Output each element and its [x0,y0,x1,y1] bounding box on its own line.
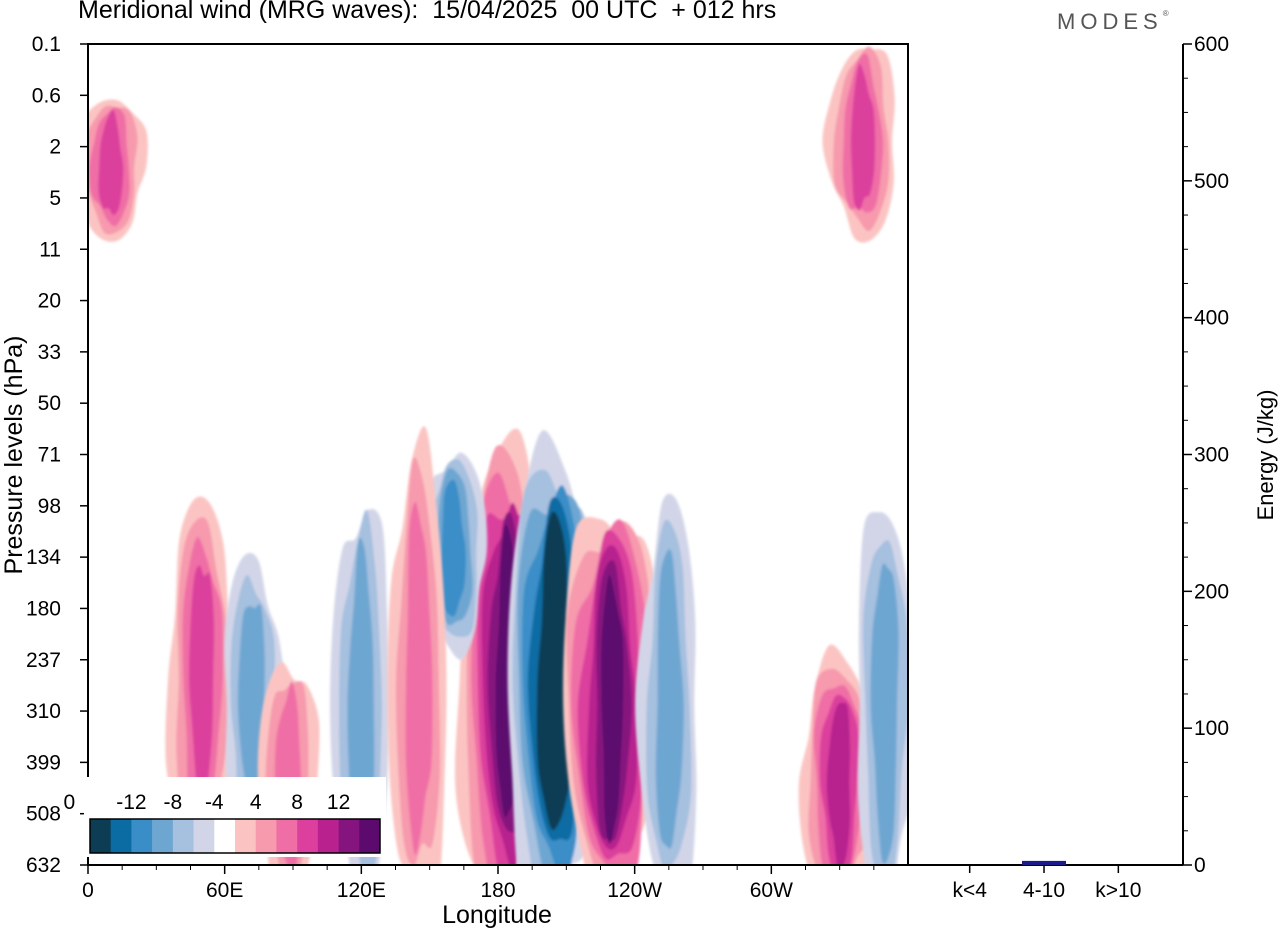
heatmap-field [88,46,908,865]
wind-anomaly-negative-lon-350 [857,512,908,865]
pressure-tick-label: 2 [49,136,61,159]
pressure-tick-label: 71 [38,444,61,467]
wind-anomaly-positive-lon-10 [88,99,148,242]
contour-fill [655,549,684,849]
colorbar-swatch [359,819,381,853]
energy-axis: 0 100 200 300 400 500 600 [1183,33,1229,877]
pressure-tick-label: 11 [39,238,61,261]
colorbar-tick-label: -4 [205,791,224,814]
wind-anomaly-negative-lon-255 [635,493,697,865]
colorbar-swatch [255,819,277,853]
energy-tick-label: 200 [1194,580,1229,603]
colorbar-swatch [193,819,215,853]
contour-fill [826,702,851,865]
colorbar-swatch [317,819,339,853]
longitude-tick-label: 60W [750,879,793,902]
energy-tick-label: 0 [1194,854,1206,877]
energy-bar-4-10 [1022,860,1067,865]
x-axis-label: Longitude [442,901,552,929]
energy-tick-label: 600 [1194,33,1229,56]
colorbar-swatch [131,819,153,853]
colorbar-swatch [214,819,236,853]
band-label: 4-10 [1023,879,1065,902]
band-label: k<4 [952,879,987,902]
pressure-tick-label: 98 [38,495,61,518]
pressure-tick-label: 632 [26,854,61,877]
colorbar-swatch [338,819,360,853]
pressure-tick-label: 33 [38,341,61,364]
wind-anomaly-positive-lon-340 [822,46,895,243]
y-axis-label: Pressure levels (hPa) [0,336,28,575]
contour-fill [405,501,433,856]
colorbar-swatch [90,819,112,853]
brand-registered-mark: ® [1162,9,1169,18]
contour-fill [347,537,375,841]
wind-anomaly-positive-lon-230 [563,517,665,865]
energy-axis-label: Energy (J/kg) [1253,390,1278,521]
colorbar-swatch [276,819,298,853]
longitude-tick-label: 60E [206,879,243,902]
colorbar-tick-label: 0 [63,791,75,814]
contour-fill [870,563,899,864]
colorbar-tick-label: 8 [291,791,303,814]
pressure-tick-label: 180 [26,597,61,620]
contour-fill [536,511,574,831]
pressure-tick-label: 50 [38,392,61,415]
contour-fill [601,574,624,844]
pressure-tick-label: 20 [38,290,61,313]
pressure-tick-label: 0.6 [32,84,61,107]
contour-fill [850,63,876,211]
energy-tick-label: 300 [1194,444,1229,467]
longitude-tick-label: 180 [480,879,515,902]
longitude-tick-label: 0 [82,879,94,902]
heatmap-panel: 0.1 0.6 2 5 11 20 33 50 71 98 134 180 237 310 399 508 63… [0,33,909,929]
pressure-tick-label: 5 [49,187,61,210]
longitude-axis: 0 60E 120E 180 120W 60W [82,865,875,902]
energy-tick-label: 100 [1194,717,1229,740]
colorbar-swatch [235,819,257,853]
contour-fill [98,109,124,216]
pressure-tick-label: 237 [26,649,61,672]
pressure-axis: 0.1 0.6 2 5 11 20 33 50 71 98 134 180 237 310 399 508 63… [26,33,88,877]
colorbar-swatch [172,819,194,853]
band-label: k>10 [1095,879,1141,902]
pressure-tick-label: 134 [26,546,61,569]
colorbar-tick-label: 12 [327,791,350,814]
colorbar-tick-label: -12 [116,791,146,814]
colorbar-legend: -12 -8 -4 0 4 8 12 [63,777,386,857]
colorbar-swatch [297,819,319,853]
contour-fill [188,565,215,818]
colorbar-tick-label: -8 [164,791,183,814]
pressure-tick-label: 310 [26,700,61,723]
wind-anomaly-negative-lon-120 [329,509,390,865]
longitude-tick-label: 120E [337,879,386,902]
colorbar-tick-label: 4 [250,791,262,814]
wind-anomaly-positive-lon-145 [387,426,447,865]
contour-fill [440,479,466,617]
energy-tick-label: 500 [1194,170,1229,193]
brand-text: MODES [1057,9,1163,34]
colorbar-swatch [152,819,174,853]
pressure-tick-label: 399 [26,751,61,774]
page-title: Meridional wind (MRG waves): 15/04/2025 … [78,0,777,24]
brand-logo: MODES® [1057,9,1169,35]
longitude-tick-label: 120W [607,879,662,902]
energy-tick-label: 400 [1194,307,1229,330]
wind-anomaly-positive-lon-50 [165,496,240,845]
pressure-tick-label: 0.1 [32,33,61,56]
pressure-tick-label: 508 [26,803,61,826]
colorbar-frame [89,818,381,854]
colorbar-swatch [110,819,132,853]
energy-bar-panel: k<4 4-10 k>10 0 100 200 300 400 500 600 Energy (… [908,33,1278,902]
